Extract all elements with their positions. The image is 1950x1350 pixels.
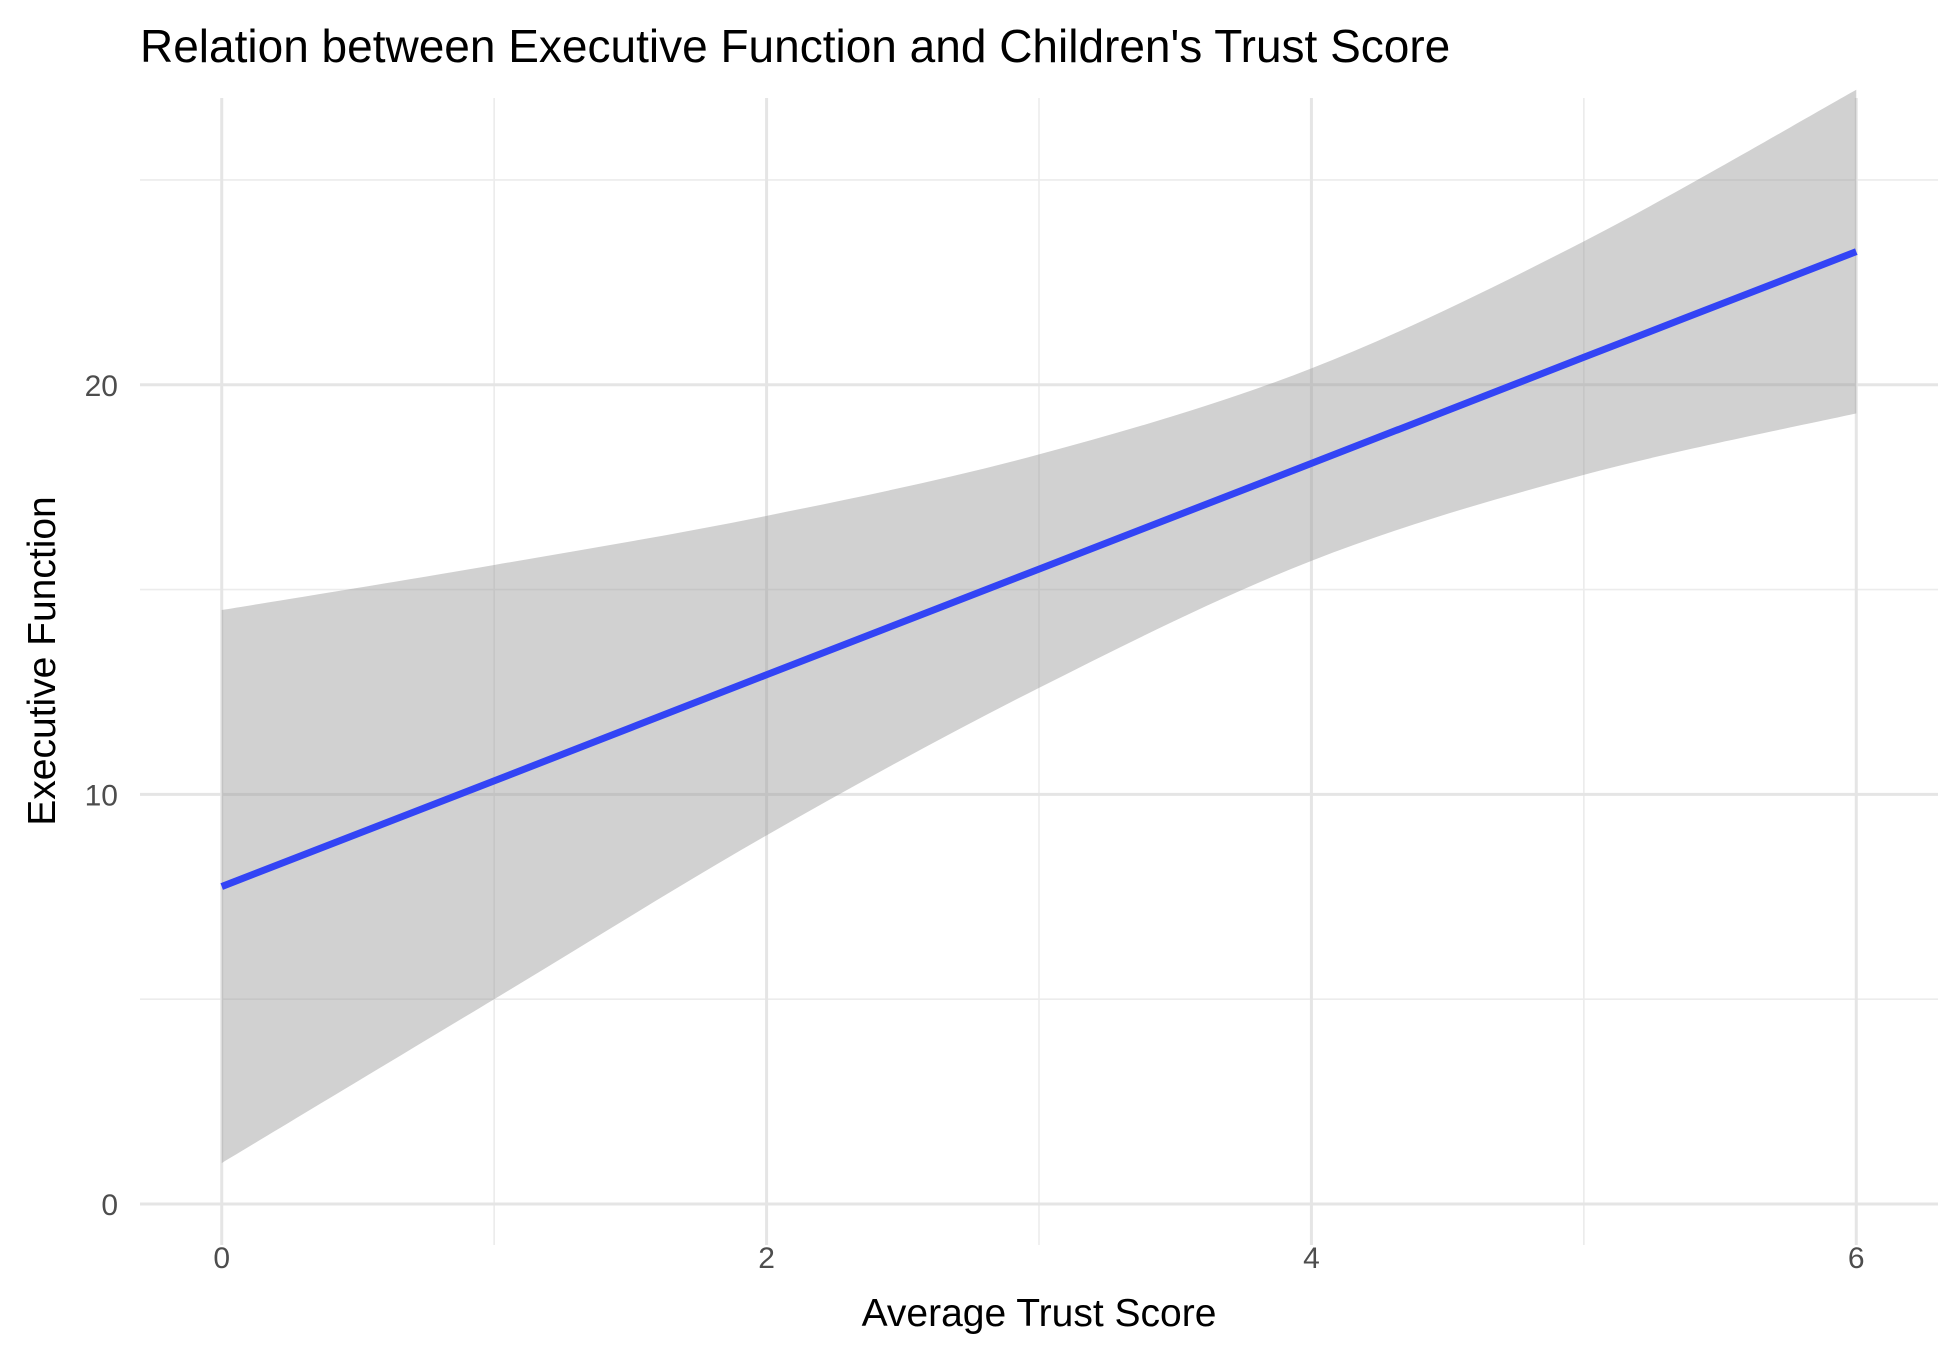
x-axis-ticks: 0 2 4 6	[213, 1242, 1864, 1275]
x-tick-label-3: 6	[1848, 1242, 1865, 1275]
regression-line-0	[220, 248, 1858, 890]
x-tick-label-2: 4	[1303, 1242, 1320, 1275]
grid	[140, 98, 1938, 1245]
plot-data	[220, 89, 1858, 1164]
x-tick-label-1: 2	[758, 1242, 775, 1275]
y-axis-ticks: 0 10 20	[85, 370, 118, 1222]
confidence-band-0	[221, 89, 1857, 1164]
x-tick-label-0: 0	[213, 1242, 230, 1275]
y-tick-label-1: 10	[85, 779, 118, 812]
chart-title: Relation between Executive Function and …	[140, 20, 1450, 72]
y-axis-title: Executive Function	[21, 496, 64, 826]
x-axis-title: Average Trust Score	[862, 1292, 1217, 1335]
y-tick-label-2: 20	[85, 370, 118, 403]
y-tick-label-0: 0	[101, 1189, 118, 1222]
